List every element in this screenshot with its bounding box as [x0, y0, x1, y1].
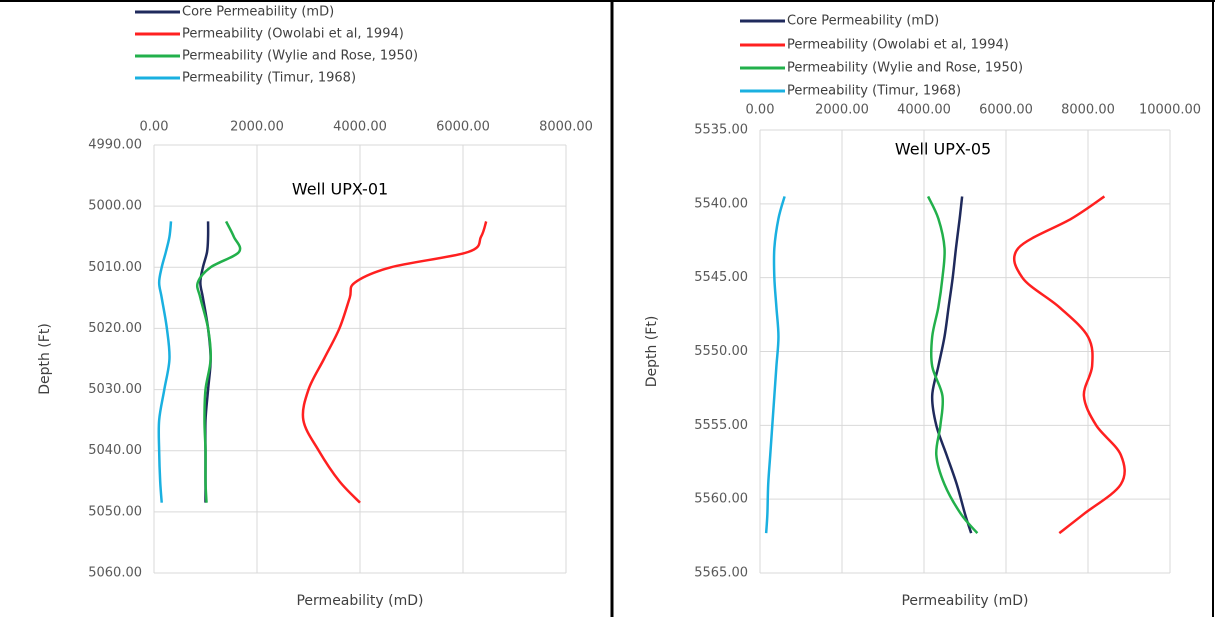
legend-label: Permeability (Timur, 1968) [182, 71, 356, 86]
x-tick-label: 10000.00 [1139, 103, 1201, 118]
y-tick-label: 5560.00 [694, 492, 748, 507]
legend-label: Permeability (Wylie and Rose, 1950) [182, 49, 418, 64]
y-tick-label: 5565.00 [694, 566, 748, 581]
y-axis-title: Depth (Ft) [37, 323, 53, 395]
series-line [1012, 195, 1126, 535]
x-tick-label: 0.00 [746, 103, 775, 118]
legend-label: Permeability (Timur, 1968) [787, 84, 961, 99]
legend-label: Core Permeability (mD) [787, 14, 939, 29]
y-tick-label: 5555.00 [694, 418, 748, 433]
legend-label: Permeability (Wylie and Rose, 1950) [787, 61, 1023, 76]
x-tick-label: 6000.00 [436, 120, 490, 135]
y-tick-label: 5010.00 [88, 260, 142, 275]
x-tick-label: 2000.00 [815, 103, 869, 118]
chart-title: Well UPX-01 [292, 180, 388, 199]
x-axis-title: Permeability (mD) [296, 593, 423, 609]
x-tick-label: 0.00 [140, 120, 169, 135]
y-tick-label: 5545.00 [694, 270, 748, 285]
legend-label: Permeability (Owolabi et al, 1994) [787, 38, 1009, 53]
x-tick-label: 4000.00 [333, 120, 387, 135]
x-axis-title: Permeability (mD) [901, 593, 1028, 609]
series-line [157, 221, 173, 503]
series-line [764, 196, 786, 534]
y-tick-label: 4990.00 [88, 138, 142, 153]
y-tick-label: 5535.00 [694, 123, 748, 138]
y-tick-label: 5540.00 [694, 196, 748, 211]
legend-label: Core Permeability (mD) [182, 5, 334, 20]
series-line [926, 195, 979, 534]
y-tick-label: 5000.00 [88, 199, 142, 214]
y-tick-label: 5060.00 [88, 566, 142, 581]
y-tick-label: 5050.00 [88, 504, 142, 519]
x-tick-label: 2000.00 [230, 120, 284, 135]
x-tick-label: 8000.00 [539, 120, 593, 135]
y-tick-label: 5030.00 [88, 382, 142, 397]
x-tick-label: 6000.00 [979, 103, 1033, 118]
y-tick-label: 5040.00 [88, 443, 142, 458]
y-axis-title: Depth (Ft) [644, 316, 660, 388]
series-line [195, 220, 242, 503]
x-tick-label: 4000.00 [897, 103, 951, 118]
x-tick-label: 8000.00 [1061, 103, 1115, 118]
legend-label: Permeability (Owolabi et al, 1994) [182, 27, 404, 42]
series-line [930, 196, 973, 534]
series-line [301, 221, 488, 504]
y-tick-label: 5020.00 [88, 321, 142, 336]
y-tick-label: 5550.00 [694, 344, 748, 359]
chart-title: Well UPX-05 [895, 140, 991, 159]
